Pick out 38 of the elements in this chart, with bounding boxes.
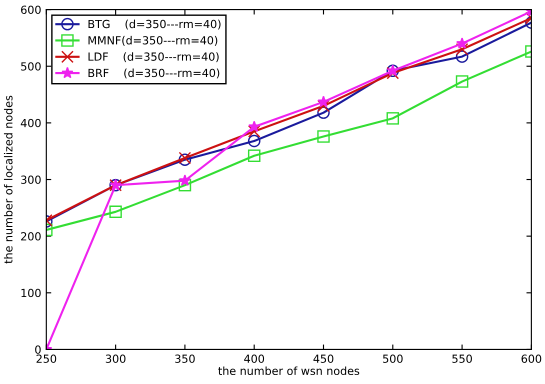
point xyxy=(317,100,330,112)
point xyxy=(317,106,330,119)
y-tick-label: 300 xyxy=(21,175,41,184)
x-tick-label: 250 xyxy=(36,354,56,363)
y-axis-title: the number of localized nodes xyxy=(4,96,13,264)
point xyxy=(248,125,260,138)
legend-label: BTG (d=350---rm=40) xyxy=(88,20,221,30)
x-tick-label: 600 xyxy=(522,354,542,363)
y-tick-label: 400 xyxy=(20,118,41,128)
point xyxy=(248,149,260,162)
point xyxy=(248,134,260,148)
x-tick-label: 350 xyxy=(175,354,195,363)
y-tick-label: 600 xyxy=(21,6,41,14)
x-axis-title: the number of wsn nodes xyxy=(218,366,360,376)
y-tick-label: 0 xyxy=(35,345,41,354)
x-tick-label: 450 xyxy=(313,354,334,363)
point xyxy=(386,112,400,125)
point xyxy=(456,75,468,88)
y-tick-label: 100 xyxy=(21,288,41,298)
point xyxy=(318,96,330,108)
y-tick-label: 500 xyxy=(21,62,41,71)
point xyxy=(109,206,122,218)
point xyxy=(456,37,468,49)
y-tick-label: 200 xyxy=(21,232,41,241)
point xyxy=(178,178,192,192)
point xyxy=(317,130,330,143)
point xyxy=(456,42,468,56)
x-tick-label: 300 xyxy=(106,354,126,363)
x-tick-label: 400 xyxy=(244,354,264,363)
legend-label: MMNF(d=350---rm=40) xyxy=(88,36,218,46)
line-series xyxy=(46,10,532,350)
x-tick-label: 500 xyxy=(383,354,403,363)
point xyxy=(456,50,468,63)
legend-label: LDF (d=350---rm=40) xyxy=(88,52,219,62)
legend-label: BRF (d=350---rm=40) xyxy=(88,68,220,78)
point xyxy=(178,174,191,186)
point xyxy=(248,120,260,132)
x-tick-label: 550 xyxy=(452,354,472,363)
